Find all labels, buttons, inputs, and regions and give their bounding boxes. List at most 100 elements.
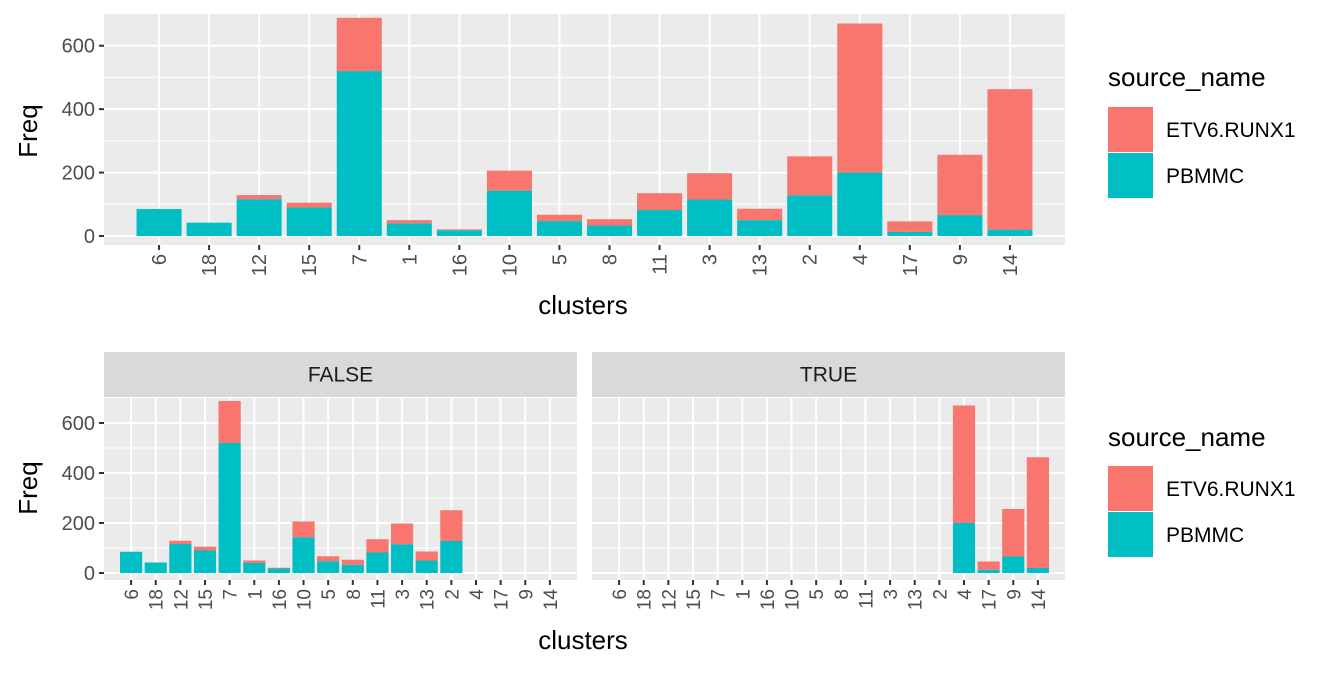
x-axis-title: clusters [538, 290, 628, 320]
y-tick-label: 400 [62, 99, 95, 121]
bar-etv6runx1-4 [952, 405, 976, 523]
bar-pbmmc-13 [415, 560, 438, 573]
x-tick-label-15: 15 [299, 254, 321, 276]
x-tick-label-10: 10 [295, 589, 316, 610]
x-tick-label-9: 9 [516, 589, 537, 600]
x-tick-label-1: 1 [733, 589, 754, 600]
x-tick-label-7: 7 [709, 589, 730, 600]
x-tick-label-16: 16 [270, 589, 291, 610]
bar-pbmmc-3 [687, 199, 733, 236]
bar-etv6runx1-9 [937, 154, 983, 216]
bar-etv6runx1-10 [292, 521, 315, 538]
x-tick-label-14: 14 [541, 589, 562, 611]
x-tick-label-11: 11 [650, 254, 672, 275]
bar-pbmmc-14 [1026, 568, 1049, 573]
x-tick-label-1: 1 [399, 254, 421, 265]
bar-pbmmc-17 [887, 231, 933, 236]
x-tick-label-5: 5 [319, 589, 340, 600]
x-tick-label-10: 10 [499, 254, 521, 276]
x-tick-label-6: 6 [122, 589, 143, 600]
legend-label-pbmmc: PBMMC [1166, 165, 1244, 188]
x-tick-label-13: 13 [906, 589, 927, 610]
x-tick-label-3: 3 [393, 589, 414, 600]
x-tick-label-4: 4 [955, 589, 976, 600]
bar-etv6runx1-13 [737, 208, 783, 221]
x-tick-label-15: 15 [684, 589, 705, 610]
bar-etv6runx1-17 [887, 221, 933, 232]
bar-etv6runx1-17 [977, 561, 1000, 570]
bar-pbmmc-16 [267, 568, 290, 573]
x-tick-label-2: 2 [442, 589, 463, 600]
legend-label-etv6runx1: ETV6.RUNX1 [1166, 478, 1296, 501]
x-tick-label-12: 12 [659, 589, 680, 610]
bar-etv6runx1-15 [193, 546, 217, 551]
top-panel: 6 18 12 15 7 1 16 10 5 8 11 3 13 2 4 17 9 14 0 200 400 600 [62, 14, 1065, 276]
bar-pbmmc-17 [977, 569, 1000, 573]
legend-label-etv6runx1: ETV6.RUNX1 [1166, 119, 1296, 142]
bar-pbmmc-5 [536, 221, 582, 236]
bar-pbmmc-11 [637, 209, 683, 236]
bar-etv6runx1-16 [267, 567, 290, 569]
x-tick-label-2: 2 [800, 254, 822, 265]
legend-swatch-pbmmc [1108, 153, 1153, 198]
legend-swatch-pbmmc [1108, 512, 1153, 557]
x-tick-label-17: 17 [980, 589, 1001, 610]
x-tick-label-9: 9 [1004, 589, 1025, 600]
bar-pbmmc-5 [317, 561, 340, 573]
bar-pbmmc-7 [218, 443, 241, 573]
bar-pbmmc-10 [486, 190, 532, 236]
facet-strip [592, 352, 1065, 397]
x-tick-label-4: 4 [850, 254, 872, 265]
bar-pbmmc-8 [341, 564, 364, 573]
x-tick-label-18: 18 [635, 589, 656, 610]
bar-etv6runx1-12 [169, 540, 192, 544]
y-tick-label: 0 [84, 226, 95, 248]
bar-pbmmc-6 [136, 209, 182, 236]
bar-pbmmc-2 [787, 195, 833, 236]
x-tick-label-13: 13 [750, 254, 772, 276]
bar-pbmmc-6 [120, 551, 143, 573]
x-axis-title: clusters [538, 625, 628, 655]
legend-label-pbmmc: PBMMC [1166, 524, 1244, 547]
facet-strip-label-true: TRUE [800, 364, 857, 387]
bar-etv6runx1-11 [366, 539, 389, 553]
x-tick-label-18: 18 [147, 589, 168, 610]
x-tick-label-8: 8 [344, 589, 365, 600]
bar-pbmmc-16 [436, 230, 482, 236]
bar-etv6runx1-1 [243, 560, 266, 563]
x-tick-label-14: 14 [1029, 589, 1050, 611]
panel-background [592, 398, 1065, 580]
bar-etv6runx1-14 [1026, 457, 1049, 568]
x-tick-label-12: 12 [249, 254, 271, 276]
legend: source_name ETV6.RUNX1 PBMMC [1108, 62, 1296, 198]
x-tick-label-5: 5 [549, 254, 571, 265]
legend: source_name ETV6.RUNX1 PBMMC [1108, 422, 1296, 557]
y-tick-label: 200 [62, 513, 95, 535]
bottom-panel-false: 6 18 12 15 7 1 16 10 5 8 11 3 13 2 4 17 9 14 0 200 400 600 FAL… [62, 352, 577, 610]
y-tick-label: 0 [84, 563, 95, 585]
bar-pbmmc-4 [952, 523, 976, 573]
bar-pbmmc-14 [987, 229, 1033, 236]
bar-etv6runx1-16 [436, 229, 482, 231]
bar-etv6runx1-2 [440, 510, 463, 541]
bar-etv6runx1-13 [415, 551, 438, 561]
x-tick-label-11: 11 [856, 589, 877, 609]
bar-etv6runx1-2 [787, 156, 833, 196]
bar-etv6runx1-15 [286, 202, 332, 208]
x-tick-label-12: 12 [171, 589, 192, 610]
bar-etv6runx1-9 [1002, 509, 1025, 557]
x-tick-label-7: 7 [221, 589, 242, 600]
x-tick-label-2: 2 [930, 589, 951, 600]
x-tick-label-9: 9 [950, 254, 972, 265]
legend-swatch-etv6runx1 [1108, 107, 1153, 152]
bar-etv6runx1-8 [341, 559, 364, 565]
bar-pbmmc-11 [366, 552, 389, 573]
bar-pbmmc-4 [837, 172, 883, 236]
bar-pbmmc-8 [587, 225, 633, 236]
bar-etv6runx1-12 [236, 195, 282, 200]
x-tick-label-16: 16 [758, 589, 779, 610]
x-tick-label-17: 17 [900, 254, 922, 276]
x-tick-label-13: 13 [418, 589, 439, 610]
